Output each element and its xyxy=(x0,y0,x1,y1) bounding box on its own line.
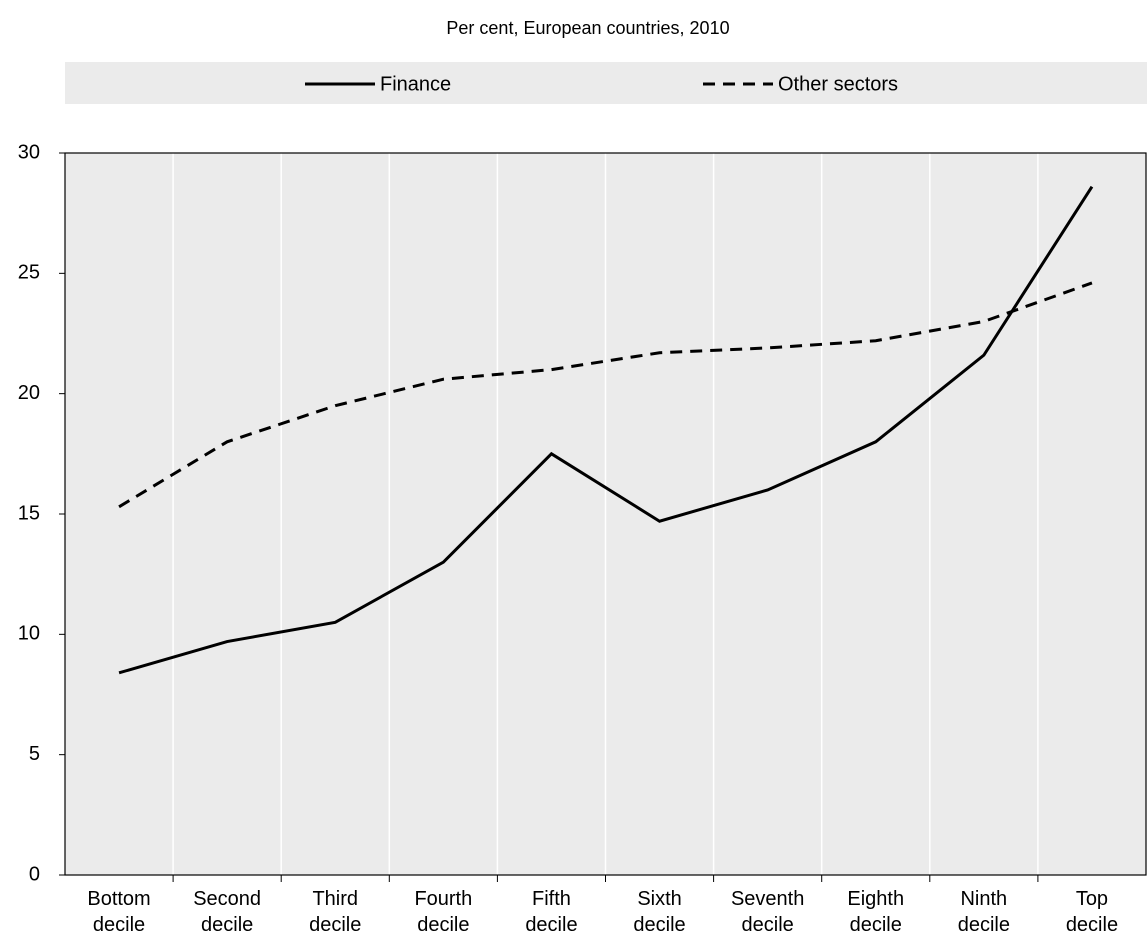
x-tick-label: Eighth decile xyxy=(847,888,904,936)
x-tick-label: Bottom decile xyxy=(87,888,150,936)
legend-background xyxy=(65,62,1147,104)
x-tick-label: Second decile xyxy=(193,888,261,936)
legend-label: Other sectors xyxy=(778,73,898,95)
y-tick-label: 30 xyxy=(18,141,40,163)
x-tick-label: Seventh decile xyxy=(731,888,804,936)
series-line xyxy=(118,185,1094,675)
plot-border xyxy=(64,152,1147,876)
x-tick-label: Fifth decile xyxy=(525,888,577,936)
y-tick-label: 10 xyxy=(18,623,40,645)
x-tick-label: Third decile xyxy=(309,888,361,936)
y-tick-label: 20 xyxy=(18,382,40,404)
y-tick-label: 15 xyxy=(18,502,40,524)
series-line xyxy=(118,281,1093,509)
chart-subtitle: Per cent, European countries, 2010 xyxy=(446,18,729,38)
y-tick-label: 0 xyxy=(29,863,40,885)
x-tick-label: Fourth decile xyxy=(414,888,472,936)
y-tick-label: 25 xyxy=(18,262,40,284)
x-tick-label: Top decile xyxy=(1066,888,1118,936)
x-tick-label: Sixth decile xyxy=(633,888,685,936)
y-tick-label: 5 xyxy=(29,743,40,765)
legend-label: Finance xyxy=(380,73,451,95)
x-tick-label: Ninth decile xyxy=(958,888,1010,936)
